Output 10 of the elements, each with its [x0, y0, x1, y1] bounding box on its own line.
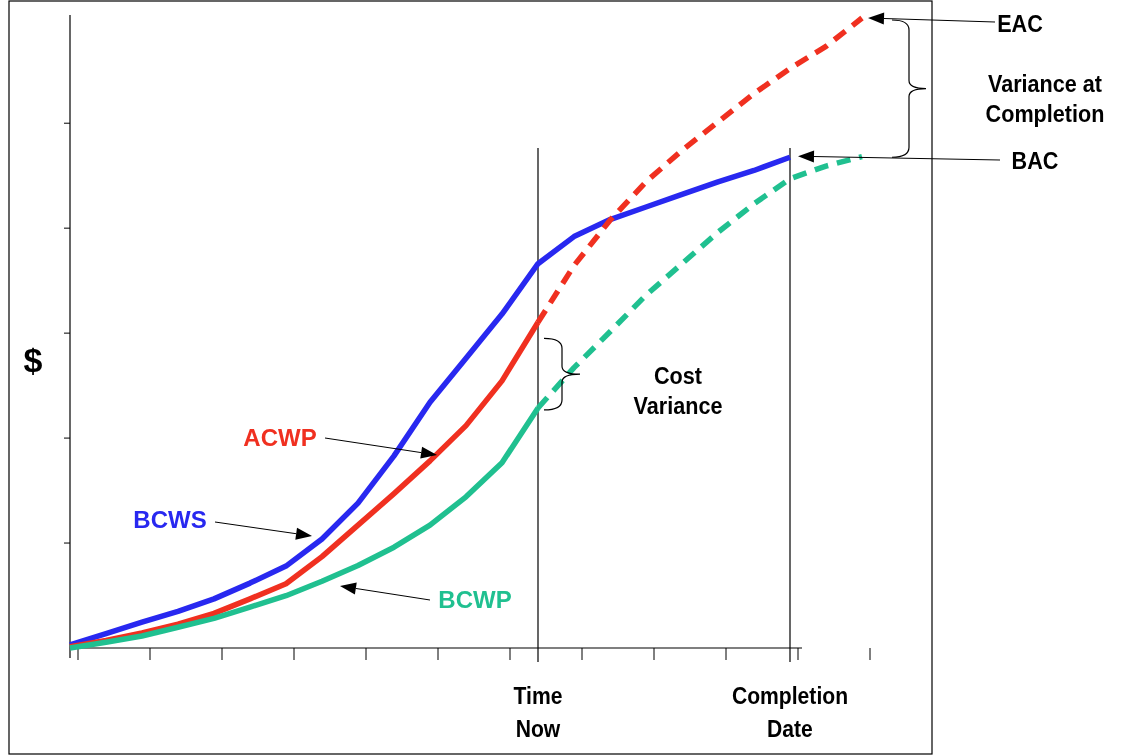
- text: BCWP: [438, 586, 512, 613]
- text: Variance at Completion: [985, 70, 1105, 128]
- annotation: Cost Variance: [633, 362, 723, 420]
- y-axis-title: $: [23, 341, 43, 379]
- x-tick-label: Time Now: [513, 682, 563, 743]
- text: EAC: [997, 10, 1043, 38]
- text: ACWP: [243, 424, 317, 451]
- text: BAC: [1011, 147, 1059, 175]
- text: BCWS: [133, 506, 207, 533]
- x-tick-label: Completion Date: [731, 682, 849, 743]
